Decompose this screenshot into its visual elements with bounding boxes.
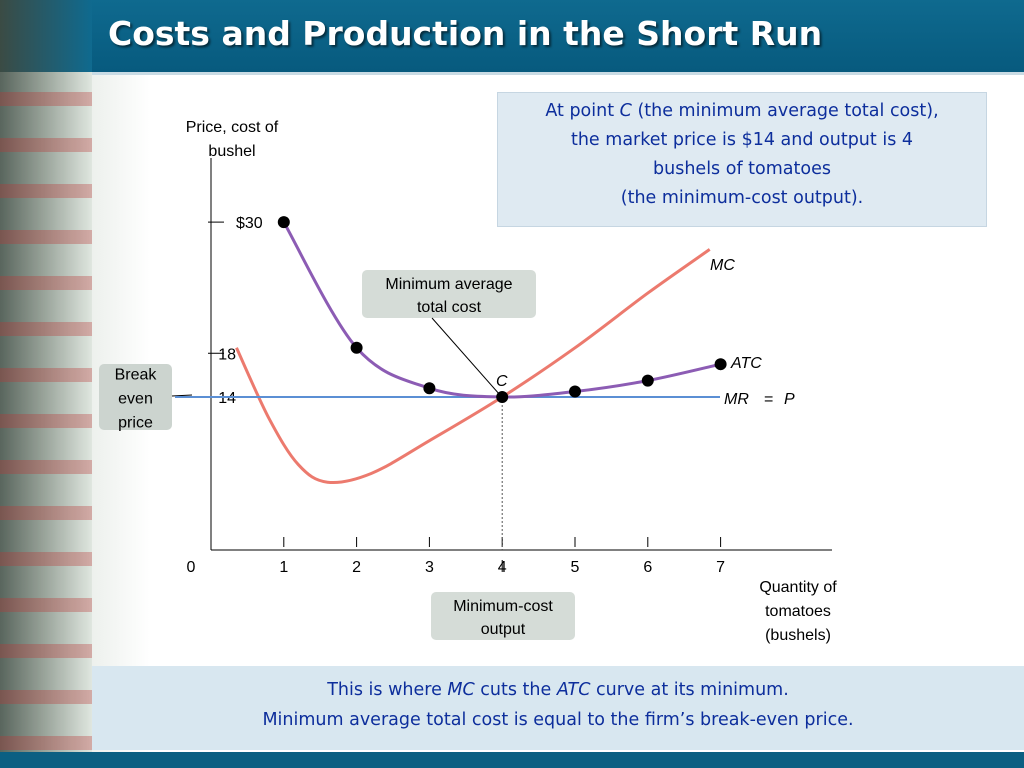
y-tick-label-14: 14	[218, 390, 236, 407]
x-tick-label-5: 5	[571, 559, 580, 576]
break-even-callout-line-3: price	[118, 415, 153, 432]
footer-mc: MC	[447, 680, 474, 700]
y-axis-title-line-1: Price, cost of	[186, 119, 279, 136]
footer-line-1-post: curve at its minimum.	[590, 680, 788, 700]
x-axis-title-line-2: tomatoes	[765, 603, 831, 620]
x-tick-label-7: 7	[716, 559, 725, 576]
atc-point-2	[351, 342, 363, 354]
y-axis-title-line-2: bushel	[208, 143, 255, 160]
x-tick-label-1: 1	[279, 559, 288, 576]
footer-line-1-pre: This is where	[327, 680, 447, 700]
footer-atc: ATC	[557, 680, 591, 700]
mr-label: MR	[724, 391, 749, 408]
point-c-label: C	[496, 373, 508, 390]
atc-point-6	[642, 375, 654, 387]
break-even-pointer	[172, 395, 192, 396]
origin-label: 0	[187, 559, 196, 576]
mr-equals: =	[764, 391, 773, 408]
min-atc-callout-line-2: total cost	[417, 299, 482, 316]
x-tick-label-6: 6	[643, 559, 652, 576]
footer-line-1: This is where MC cuts the ATC curve at i…	[92, 675, 1024, 705]
y-tick-label-30: $30	[236, 215, 263, 232]
mc-label: MC	[710, 257, 735, 274]
footer-box: This is where MC cuts the ATC curve at i…	[92, 666, 1024, 750]
min-atc-callout: Minimum average total cost	[362, 270, 536, 318]
atc-point-5	[569, 386, 581, 398]
atc-point-3	[423, 382, 435, 394]
p-label: P	[784, 391, 795, 408]
atc-point-7	[715, 358, 727, 370]
break-even-callout-line-2: even	[118, 391, 153, 408]
x-axis-title-line-3: (bushels)	[765, 627, 831, 644]
bottom-bar	[0, 752, 1024, 768]
min-atc-pointer	[432, 318, 500, 395]
atc-point-1	[278, 216, 290, 228]
atc-label: ATC	[730, 355, 762, 372]
x-tick-label-2: 2	[352, 559, 361, 576]
x-tick-label-3: 3	[425, 559, 434, 576]
y-tick-label-18: 18	[218, 346, 236, 363]
min-cost-output-callout: Minimum-cost output	[431, 592, 575, 640]
min-cost-output-callout-line-2: output	[481, 621, 526, 638]
min-atc-callout-line-1: Minimum average	[385, 276, 512, 293]
atc-point-4	[496, 391, 508, 403]
min-cost-output-callout-line-1: Minimum-cost	[453, 598, 553, 615]
break-even-callout-line-1: Break	[115, 367, 158, 384]
footer-line-1-mid: cuts the	[475, 680, 557, 700]
break-even-callout: Break even price	[99, 364, 172, 432]
callout-layer: Minimum average total cost Break even price M…	[99, 270, 575, 640]
x-axis-title-line-1: Quantity of	[759, 579, 837, 596]
footer-line-2: Minimum average total cost is equal to t…	[92, 705, 1024, 735]
